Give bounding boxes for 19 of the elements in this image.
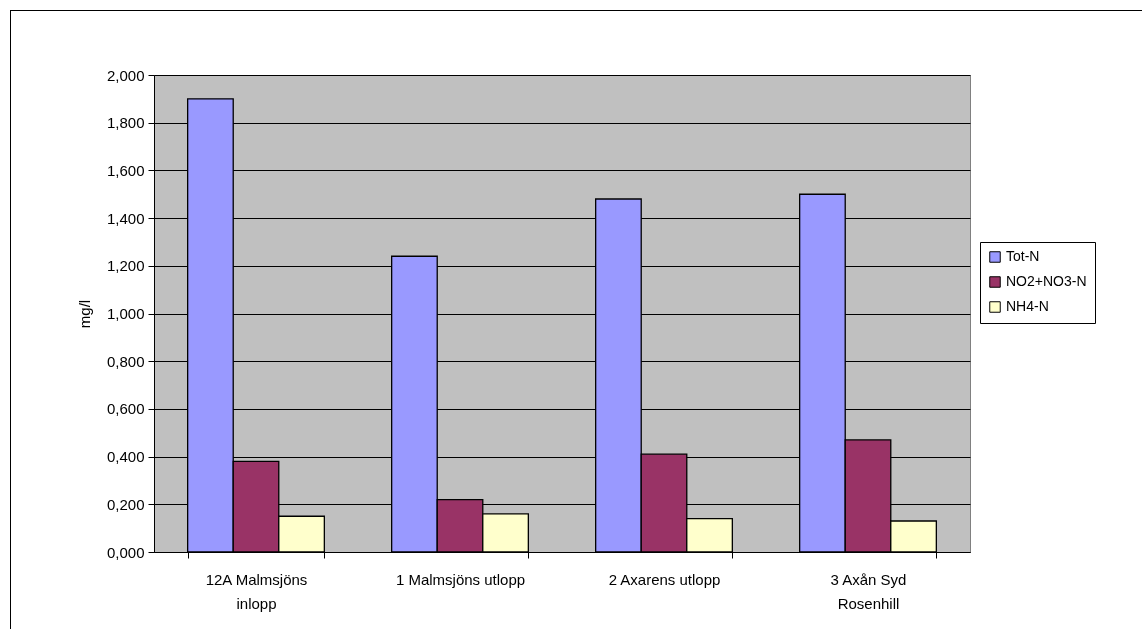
legend-label: NH4-N (1006, 298, 1049, 314)
y-tick-label: 0,400 (106, 448, 145, 466)
legend-label: Tot-N (1006, 248, 1040, 264)
legend-label: NO2+NO3-N (1006, 273, 1087, 289)
y-tick-label: 1,000 (106, 305, 145, 322)
x-tick-label: 2 Axarens utlopp (608, 570, 721, 588)
y-tick-label: 1,600 (106, 161, 145, 179)
y-axis-title: mg/l (75, 299, 93, 329)
y-tick-label: 1,800 (106, 114, 145, 132)
x-tick-label: 3 Axån Syd Rosenhill (830, 570, 907, 612)
y-tick-label: 1,400 (106, 209, 145, 227)
x-tick-label: 1 Malmsjöns utlopp (395, 570, 526, 588)
y-tick-label: 2,000 (106, 66, 145, 84)
y-tick-label: 0,600 (106, 400, 145, 418)
y-tick-label: 0,800 (106, 352, 145, 370)
y-tick-label: 0,200 (106, 495, 145, 513)
y-tick-label: 1,200 (106, 257, 145, 275)
y-tick-label: 0,000 (106, 543, 145, 561)
x-tick-label: 12A Malmsjöns inlopp (205, 570, 308, 612)
